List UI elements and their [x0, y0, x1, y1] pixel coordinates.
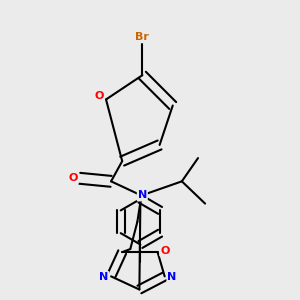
Text: N: N [167, 272, 177, 282]
Text: O: O [160, 246, 170, 256]
Text: Br: Br [136, 32, 149, 42]
Text: O: O [95, 92, 104, 101]
Text: O: O [68, 173, 78, 183]
Text: N: N [138, 190, 147, 200]
Text: N: N [99, 272, 108, 282]
